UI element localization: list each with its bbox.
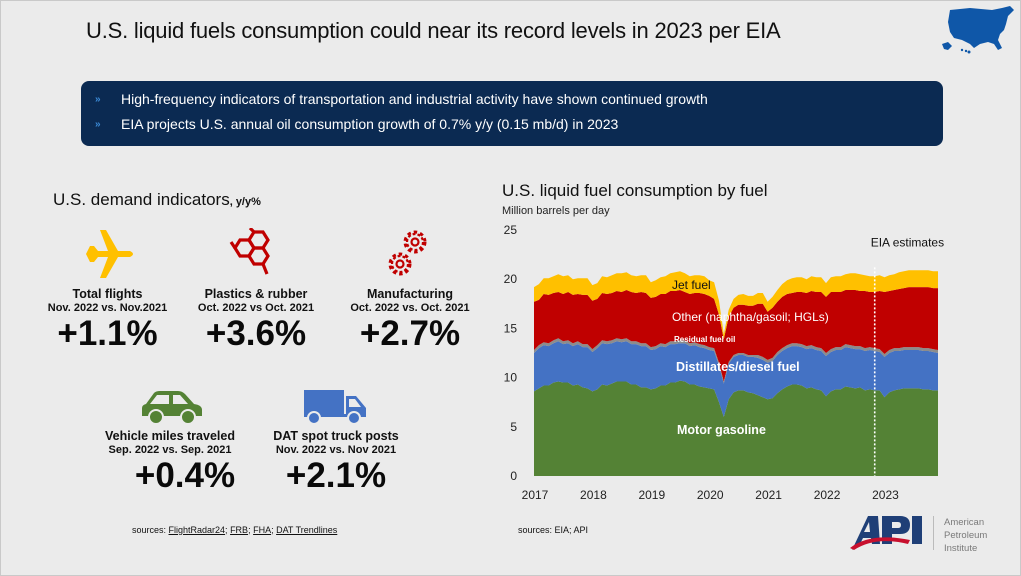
stacked-area-chart: EIA estimates 0 5 10 15 20 25 2017 2018 2019 202…: [504, 223, 944, 502]
source-link[interactable]: FRB: [230, 525, 249, 535]
logo-divider: [933, 516, 934, 550]
source-link[interactable]: FlightRadar24: [168, 525, 226, 535]
y-tick-label: 5: [510, 420, 517, 434]
series-label-jet-fuel: Jet fuel: [672, 278, 711, 292]
x-tick-label: 2021: [755, 488, 782, 502]
truck-icon: [304, 390, 366, 425]
bullet-text: EIA projects U.S. annual oil consumption…: [121, 116, 619, 132]
api-logo-text: American Petroleum Institute: [944, 517, 988, 554]
area-motor-gasoline: [534, 380, 938, 476]
chart-title: U.S. liquid fuel consumption by fuel: [502, 181, 768, 200]
y-tick-label: 0: [510, 469, 517, 483]
indicator-value: +1.1%: [57, 314, 158, 353]
indicator-name: Vehicle miles traveled: [105, 429, 235, 443]
chart-ylabel: Million barrels per day: [502, 205, 610, 217]
indicator-value: +2.1%: [285, 456, 387, 495]
car-icon: [142, 391, 202, 425]
indicator-total-flights: Total flights Nov. 2022 vs. Nov.2021 +1.…: [40, 287, 175, 354]
indicator-period: Oct. 2022 vs Oct. 2021: [197, 302, 315, 314]
area-distillates-diesel-fuel: [534, 341, 938, 417]
bullet-icon: »: [95, 93, 101, 105]
y-tick-label: 20: [504, 272, 518, 286]
series-label-residual-fuel-oil: Residual fuel oil: [674, 335, 735, 344]
banner-bullet-2: » EIA projects U.S. annual oil consumpti…: [95, 116, 618, 132]
gears-icon: [388, 230, 427, 276]
indicator-dat-truck-posts: DAT spot truck posts Nov. 2022 vs. Nov 2…: [265, 429, 407, 496]
indicator-name: Total flights: [72, 287, 143, 301]
indicator-vehicle-miles: Vehicle miles traveled Sep. 2022 vs. Sep…: [95, 429, 245, 496]
x-tick-label: 2017: [522, 488, 549, 502]
eia-estimates-label: EIA estimates: [871, 236, 944, 250]
indicator-plastics-rubber: Plastics & rubber Oct. 2022 vs Oct. 2021…: [188, 287, 324, 354]
x-tick-label: 2022: [814, 488, 841, 502]
x-tick-label: 2020: [697, 488, 724, 502]
x-tick-label: 2023: [872, 488, 899, 502]
api-logo: [850, 516, 922, 550]
area-other-naphtha-gasoil-hgls: [534, 287, 938, 382]
chart-sources: sources: EIA; API: [518, 525, 589, 535]
slide-title: U.S. liquid fuels consumption could near…: [86, 18, 781, 43]
hexagon-molecule-icon: [229, 228, 270, 275]
area-jet-fuel: [534, 270, 938, 340]
indicators-heading: U.S. demand indicators, y/y%: [53, 190, 261, 209]
airplane-icon: [86, 230, 133, 278]
indicator-name: DAT spot truck posts: [273, 429, 399, 443]
us-map-icon: [942, 6, 1014, 54]
indicator-value: +2.7%: [359, 314, 461, 353]
indicator-value: +3.6%: [205, 314, 307, 353]
indicator-period: Sep. 2022 vs. Sep. 2021: [108, 444, 232, 456]
y-tick-label: 15: [504, 321, 518, 335]
bullet-icon: »: [95, 118, 101, 130]
indicator-period: Oct. 2022 vs. Oct. 2021: [350, 302, 470, 314]
y-tick-label: 10: [504, 371, 518, 385]
indicator-period: Nov. 2022 vs. Nov.2021: [47, 302, 168, 314]
y-tick-label: 25: [504, 223, 518, 237]
series-label-other: Other (naphtha/gasoil; HGLs): [672, 310, 829, 324]
indicator-value: +0.4%: [134, 456, 236, 495]
series-label-distillates: Distillates/diesel fuel: [676, 360, 800, 374]
indicator-sources: sources: FlightRadar24; FRB; FHA; DAT Tr…: [132, 525, 338, 535]
source-link[interactable]: DAT Trendlines: [276, 525, 338, 535]
area-residual-fuel-oil: [534, 338, 938, 384]
series-label-motor-gasoline: Motor gasoline: [677, 423, 766, 437]
indicator-manufacturing: Manufacturing Oct. 2022 vs. Oct. 2021 +2…: [340, 287, 480, 354]
indicator-name: Plastics & rubber: [204, 287, 308, 301]
summary-banner: » High-frequency indicators of transport…: [81, 81, 943, 146]
banner-bullet-1: » High-frequency indicators of transport…: [95, 91, 708, 107]
x-tick-label: 2019: [638, 488, 665, 502]
bullet-text: High-frequency indicators of transportat…: [121, 91, 708, 107]
source-link[interactable]: FHA: [253, 525, 272, 535]
indicator-name: Manufacturing: [366, 287, 454, 301]
indicator-period: Nov. 2022 vs. Nov 2021: [275, 444, 397, 456]
x-tick-label: 2018: [580, 488, 607, 502]
